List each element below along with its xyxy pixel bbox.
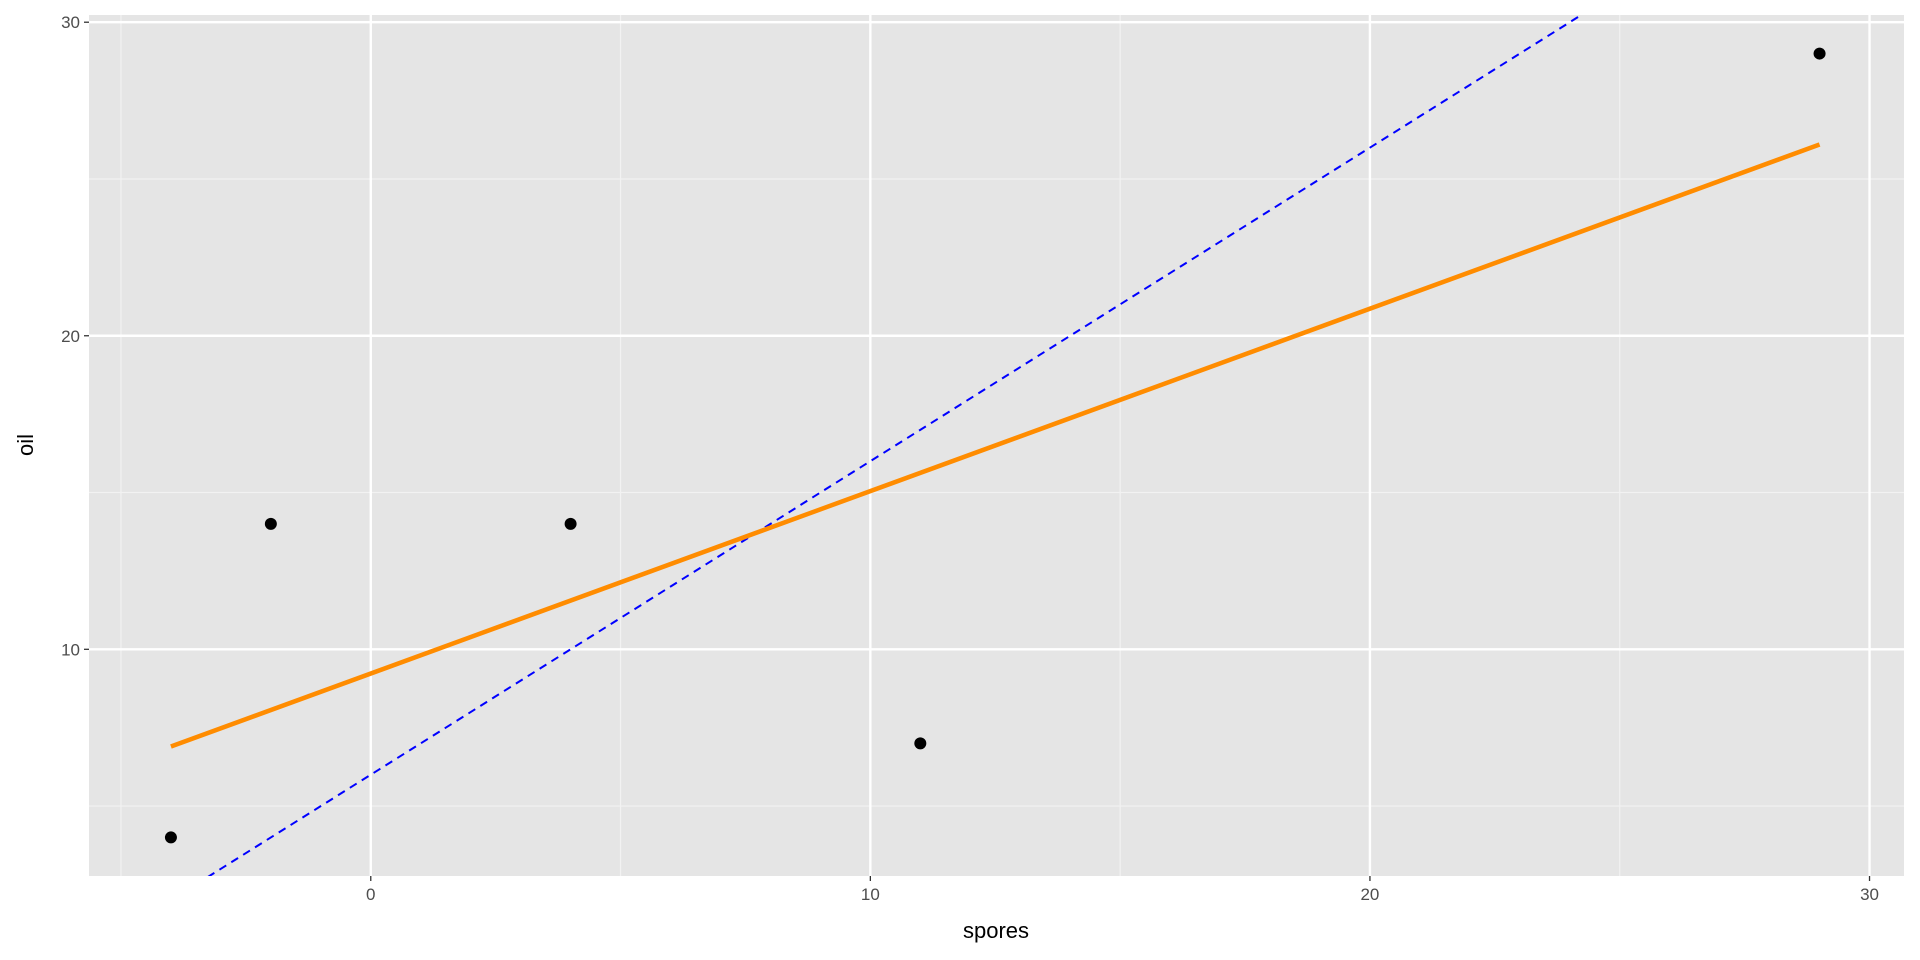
fit-line xyxy=(170,142,1821,749)
x-tick-label: 10 xyxy=(861,885,880,904)
x-tick-label: 30 xyxy=(1860,885,1879,904)
x-tick-label: 0 xyxy=(366,885,375,904)
y-axis-label: oil xyxy=(13,434,38,456)
y-tick-label: 30 xyxy=(61,13,80,32)
point xyxy=(264,517,277,530)
x-axis-label: spores xyxy=(963,918,1029,943)
reference-line xyxy=(207,15,1584,876)
point xyxy=(1813,47,1826,60)
grid xyxy=(89,15,1904,876)
point xyxy=(914,737,927,750)
point xyxy=(564,517,577,530)
marks xyxy=(164,15,1826,876)
y-tick-label: 10 xyxy=(61,640,80,659)
x-tick-label: 20 xyxy=(1360,885,1379,904)
point xyxy=(164,831,177,844)
y-tick-label: 20 xyxy=(61,327,80,346)
